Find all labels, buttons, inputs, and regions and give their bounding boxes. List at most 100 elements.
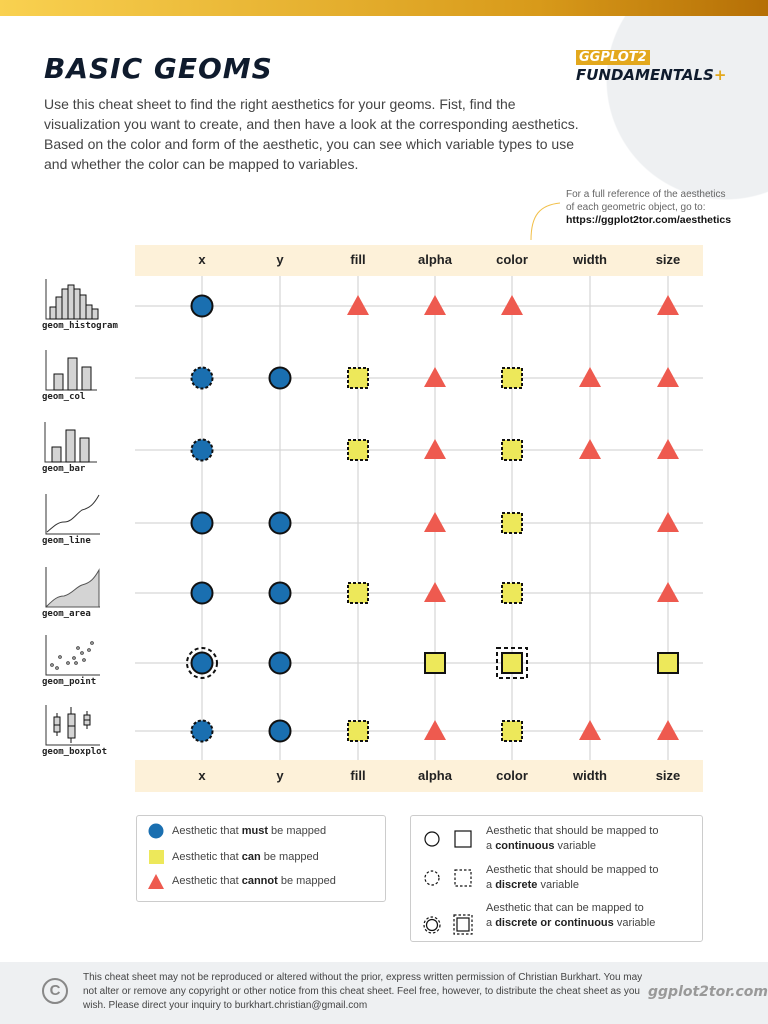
scatter-plot-icon [45,635,100,676]
geom_line-size-cannot-marker [657,512,679,532]
column-header-band [135,245,703,276]
footer-site[interactable]: ggplot2tor.com [648,984,768,1000]
histogram-icon [45,279,99,320]
geom-label: geom_histogram [42,321,118,331]
legend-can: Aesthetic that can be mapped [172,851,319,863]
both-square-outer-icon [453,914,473,935]
column-header-fill: fill [350,252,365,267]
geom_point-x-must-marker-outer [186,647,218,679]
geom-row-geom_col: geom_col [42,348,104,402]
ref-line1: For a full reference of the aesthetics [566,189,726,200]
geom_bar-width-cannot-marker [579,439,601,459]
continuous-square-icon [454,830,472,848]
geom_area-fill-can-marker [347,582,369,604]
intro-text: Use this cheat sheet to find the right a… [44,96,579,172]
geom_bar-size-cannot-marker [657,439,679,459]
column-header-x: x [198,252,206,267]
geom_col-width-cannot-marker [579,367,601,387]
geom_point-size-can-marker [657,652,679,674]
both-square-icon [456,917,470,932]
logo-bottom: FUNDAMENTALS [576,66,714,84]
legend-variable-type: Aesthetic that should be mapped to a cont… [410,815,703,942]
legend-cannot: Aesthetic that cannot be mapped [172,875,336,887]
geom_boxplot-y-must-marker [268,719,292,743]
geom_col-fill-can-marker [347,367,369,389]
column-header-size: size [656,252,681,267]
geom_col-color-can-marker [501,367,523,389]
geom_boxplot-x-must-marker [190,719,214,743]
geom_histogram-alpha-cannot-marker [424,295,446,315]
geom-label: geom_line [42,536,91,546]
legend-both: Aesthetic that can be mapped to a discret… [486,902,656,929]
geom_area-color-can-marker [501,582,523,604]
column-footer-x: x [198,768,206,783]
line-chart-icon [45,494,100,535]
geom_point-color-can-marker-outer [496,647,528,679]
geom_area-y-must-marker [268,581,292,605]
geom_line-y-must-marker [268,511,292,535]
geom-label: geom_bar [42,464,86,474]
ref-link[interactable]: https://ggplot2tor.com/aesthetics [566,214,732,226]
column-header-width: width [572,252,607,267]
page-title: BASIC GEOMS [44,52,273,85]
footer: C This cheat sheet may not be reproduced… [0,962,768,1024]
geom_boxplot-alpha-cannot-marker [424,720,446,740]
geom_histogram-fill-cannot-marker [347,295,369,315]
geom-row-geom_line: geom_line [42,492,104,546]
column-header-y: y [276,252,284,267]
copyright-icon: C [42,978,68,1004]
legend-must: Aesthetic that must be mapped [172,825,327,837]
footer-text: This cheat sheet may not be reproduced o… [83,972,643,1011]
cannot-icon [148,874,164,889]
column-footer-alpha: alpha [418,768,453,783]
column-footer-size: size [656,768,681,783]
ref-line2: of each geometric object, go to: [566,202,706,213]
geom_bar-x-must-marker [190,438,214,462]
geom-label: geom_boxplot [42,747,108,757]
both-circle-outer-icon [423,916,441,934]
geom_boxplot-fill-can-marker [347,720,369,742]
area-chart-icon [45,567,100,608]
geom-row-geom_point: geom_point [42,633,104,687]
column-header-alpha: alpha [418,252,453,267]
geom_line-color-can-marker [501,512,523,534]
geom_col-alpha-cannot-marker [424,367,446,387]
geom_histogram-x-must-marker [190,294,214,318]
geom_point-color-can-marker [501,652,523,674]
discrete-circle-icon [424,870,440,886]
geom-label: geom_col [42,392,86,402]
geom_point-x-must-marker [190,651,214,675]
bar-chart-icon [44,422,97,463]
geom_area-alpha-cannot-marker [424,582,446,602]
column-footer-band [135,760,703,792]
discrete-square-icon [454,869,472,887]
geom-row-geom_histogram: geom_histogram [42,277,118,331]
logo-plus: + [713,66,727,84]
must-icon [148,823,164,839]
geom-label: geom_area [42,609,91,619]
geom_line-x-must-marker [190,511,214,535]
geom_col-y-must-marker [268,366,292,390]
geom_area-size-cannot-marker [657,582,679,602]
geom_line-alpha-cannot-marker [424,512,446,532]
geom-row-geom_boxplot: geom_boxplot [42,703,107,757]
geom_bar-fill-can-marker [347,439,369,461]
boxplot-icon [45,705,100,746]
geom_bar-alpha-cannot-marker [424,439,446,459]
geom_bar-color-can-marker [501,439,523,461]
top-gradient-bar [0,0,768,16]
geom_col-x-must-marker [190,366,214,390]
both-circle-icon [425,918,439,932]
geom_area-x-must-marker [190,581,214,605]
column-header-color: color [496,252,528,267]
arrow-curve [530,202,561,241]
column-footer-y: y [276,768,284,783]
logo-top: GGPLOT2 [576,50,650,65]
geom-row-geom_area: geom_area [42,565,104,619]
geom_boxplot-color-can-marker [501,720,523,742]
reference-note: For a full reference of the aesthetics o… [566,188,731,227]
geom_boxplot-size-cannot-marker [657,720,679,740]
geom_boxplot-width-cannot-marker [579,720,601,740]
decorative-circle [606,16,768,206]
continuous-circle-icon [424,831,440,847]
